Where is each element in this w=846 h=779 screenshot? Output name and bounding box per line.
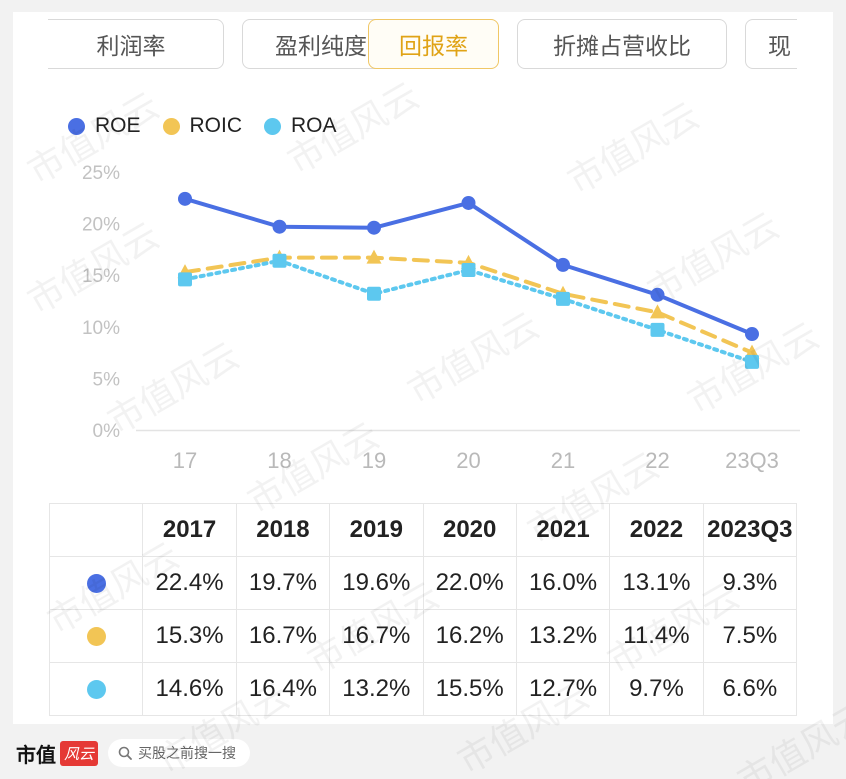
table-row-roe: 22.4% 19.7% 19.6% 22.0% 16.0% 13.1% 9.3%: [48, 556, 798, 610]
data-table: 2017 2018 2019 2020 2021 2022 2023Q3 22.…: [48, 503, 798, 716]
table-header-cell: 2023Q3: [702, 503, 798, 557]
table-cell: 12.7%: [515, 662, 611, 716]
table-cell: 19.7%: [235, 556, 331, 610]
data-point-roe: [556, 257, 570, 272]
table-cell: 16.2%: [422, 609, 517, 663]
table-cell: 16.7%: [235, 609, 331, 663]
table-cell: 15.5%: [422, 662, 517, 716]
table-cell: 9.3%: [702, 556, 798, 610]
y-tick-label: 20%: [82, 215, 120, 236]
data-point-roe: [745, 327, 759, 342]
brand-name: 市值: [16, 742, 56, 767]
y-tick-label: 5%: [93, 369, 121, 390]
data-point-roa: [461, 263, 476, 278]
table-header-cell: 2021: [515, 503, 611, 557]
data-point-roic: [366, 249, 382, 264]
table-header-cell: 2017: [142, 503, 237, 557]
legend-label-roa: ROA: [291, 114, 337, 137]
data-point-roe: [272, 219, 287, 234]
data-point-roic: [650, 304, 665, 319]
x-tick-label: 17: [173, 448, 197, 473]
legend-label-roe: ROE: [95, 114, 141, 137]
table-header-cell: 2020: [422, 503, 517, 557]
table-cell: 11.4%: [609, 609, 704, 663]
search-icon: [118, 746, 132, 760]
table-cell: 16.0%: [515, 556, 611, 610]
table-row-roa: 14.6% 16.4% 13.2% 15.5% 12.7% 9.7% 6.6%: [48, 662, 798, 716]
table-cell: 13.1%: [609, 556, 704, 610]
x-tick-label: 20: [456, 448, 480, 473]
data-point-roe: [178, 191, 192, 206]
data-point-roe: [461, 195, 476, 210]
data-point-roa: [650, 322, 665, 337]
footer-bar: 市值 风云 买股之前搜一搜: [16, 738, 251, 768]
table-cell: 13.2%: [329, 662, 424, 716]
x-tick-label: 21: [551, 448, 575, 473]
table-row-roic: 15.3% 16.7% 16.7% 16.2% 13.2% 11.4% 7.5%: [48, 609, 798, 663]
table-cell: 22.4%: [142, 556, 237, 610]
data-point-roa: [367, 286, 381, 301]
table-cell: 9.7%: [609, 662, 704, 716]
table-cell: 16.7%: [329, 609, 424, 663]
legend-marker-roe: [68, 117, 85, 135]
table-cell: 14.6%: [142, 662, 237, 716]
row-marker-cell: [48, 556, 144, 610]
search-box[interactable]: 买股之前搜一搜: [108, 739, 251, 767]
x-tick-label: 23Q3: [725, 448, 779, 473]
y-tick-label: 15%: [82, 266, 120, 287]
table-cell: 22.0%: [422, 556, 517, 610]
roe-marker-dot: [86, 574, 106, 594]
row-marker-cell: [48, 662, 144, 716]
table-cell: 16.4%: [235, 662, 331, 716]
data-point-roe: [650, 287, 665, 302]
tab-bar: 利润率 盈利纯度 回报率 折摊占营收比 现: [48, 19, 797, 71]
brand-logo: 风云: [60, 740, 99, 766]
table-header-cell: 2018: [235, 503, 331, 557]
legend-item-roa[interactable]: ROA: [264, 114, 337, 138]
roa-marker-dot: [86, 680, 106, 700]
data-point-roa: [745, 354, 759, 369]
data-point-roa: [556, 291, 570, 306]
row-marker-cell: [48, 609, 144, 663]
tab-depreciation-ratio[interactable]: 折摊占营收比: [517, 19, 727, 69]
roic-marker-dot: [86, 627, 106, 647]
legend-label-roic: ROIC: [189, 114, 243, 137]
data-point-roe: [367, 220, 381, 235]
table-cell: 6.6%: [702, 662, 798, 716]
y-tick-label: 25%: [82, 163, 120, 184]
table-header-cell: [48, 503, 144, 557]
table-cell: 15.3%: [142, 609, 237, 663]
table-cell: 7.5%: [702, 609, 798, 663]
x-tick-label: 19: [362, 448, 386, 473]
x-tick-label: 18: [267, 448, 291, 473]
tab-cash[interactable]: 现: [745, 19, 797, 69]
table-header-row: 2017 2018 2019 2020 2021 2022 2023Q3: [48, 503, 798, 557]
legend-item-roe[interactable]: ROE: [68, 114, 141, 138]
table-cell: 19.6%: [329, 556, 424, 610]
data-point-roa: [178, 272, 192, 287]
y-tick-label: 0%: [93, 421, 121, 442]
tab-return-rate[interactable]: 回报率: [368, 19, 499, 69]
x-tick-label: 22: [645, 448, 669, 473]
table-header-cell: 2022: [609, 503, 704, 557]
return-rate-chart: 0% 5% 10% 15% 20% 25% 17 18 19 20 21 22 23Q3: [82, 163, 800, 473]
data-point-roa: [272, 253, 287, 268]
chart-legend: ROE ROIC ROA: [68, 112, 359, 140]
table-cell: 13.2%: [515, 609, 611, 663]
legend-item-roic[interactable]: ROIC: [162, 114, 243, 138]
y-tick-label: 10%: [82, 318, 120, 339]
table-header-cell: 2019: [329, 503, 424, 557]
tab-profit-margin[interactable]: 利润率: [48, 19, 224, 69]
legend-marker-roic: [162, 117, 180, 135]
search-text: 买股之前搜一搜: [138, 746, 237, 762]
legend-marker-roa: [264, 117, 282, 135]
